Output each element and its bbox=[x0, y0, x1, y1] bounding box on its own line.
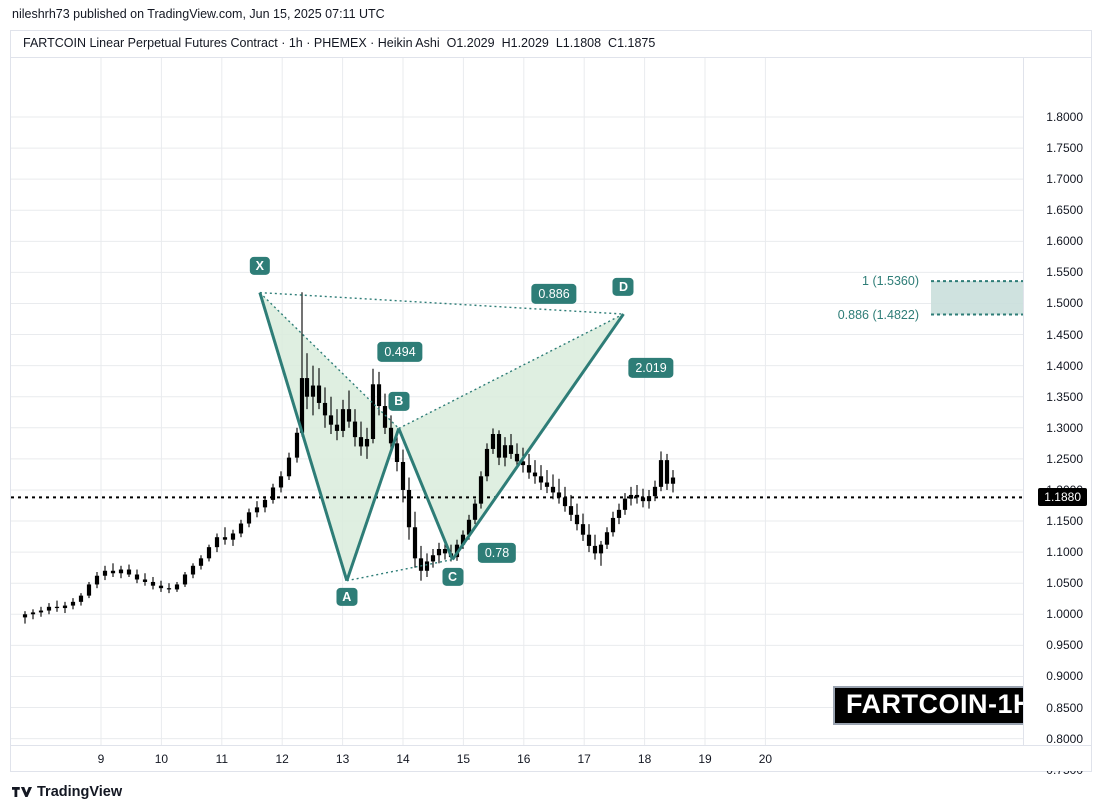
price-tick: 1.4500 bbox=[1046, 327, 1083, 342]
tradingview-brand: TradingView bbox=[37, 784, 123, 800]
time-tick: 10 bbox=[154, 752, 169, 766]
price-tick: 0.8000 bbox=[1046, 731, 1083, 746]
publish-info: nileshrh73 published on TradingView.com,… bbox=[12, 7, 385, 21]
price-tick: 1.3500 bbox=[1046, 389, 1083, 404]
price-tick: 1.0500 bbox=[1046, 576, 1083, 591]
fib-label-bcd[interactable]: 2.019 bbox=[628, 357, 674, 379]
price-tick: 1.5000 bbox=[1046, 296, 1083, 311]
legend-symbol: FARTCOIN Linear Perpetual Futures Contra… bbox=[23, 36, 278, 50]
time-tick: 12 bbox=[275, 752, 289, 766]
legend-sep-3: · bbox=[366, 36, 378, 50]
price-tick: 1.8000 bbox=[1046, 110, 1083, 124]
prz-lower-label: 0.886 (1.4822) bbox=[837, 307, 919, 322]
price-axis[interactable]: USDT 1.80001.75001.70001.65001.60001.550… bbox=[1023, 31, 1091, 777]
price-tick: 0.8500 bbox=[1046, 700, 1083, 715]
legend-exchange: PHEMEX bbox=[313, 36, 367, 50]
time-tick: 11 bbox=[215, 752, 229, 766]
legend-low: L1.1808 bbox=[555, 36, 602, 50]
pattern-point-c[interactable]: C bbox=[442, 567, 464, 586]
chart-canvas bbox=[11, 58, 1025, 747]
price-tick: 1.6000 bbox=[1046, 234, 1083, 249]
price-tick: 0.9000 bbox=[1046, 669, 1083, 684]
price-tick: 1.1500 bbox=[1046, 514, 1083, 529]
fib-label-xab[interactable]: 0.494 bbox=[377, 341, 423, 363]
legend-close: C1.1875 bbox=[608, 36, 656, 50]
time-tick: 14 bbox=[396, 752, 410, 766]
fib-label-xd[interactable]: 0.886 bbox=[531, 283, 577, 305]
pattern-point-d[interactable]: D bbox=[612, 277, 634, 297]
legend-interval: 1h bbox=[288, 36, 303, 50]
legend-sep-2: · bbox=[302, 36, 314, 50]
price-tick: 1.1000 bbox=[1046, 545, 1083, 560]
price-tick: 1.7500 bbox=[1046, 141, 1083, 156]
chart-container: FARTCOIN Linear Perpetual Futures Contra… bbox=[10, 30, 1092, 777]
pattern-point-b[interactable]: B bbox=[388, 392, 410, 411]
symbol-legend[interactable]: FARTCOIN Linear Perpetual Futures Contra… bbox=[23, 36, 655, 50]
watermark-text: FARTCOIN-1H bbox=[846, 689, 1033, 719]
price-tick: 1.7000 bbox=[1046, 172, 1083, 187]
time-tick: 15 bbox=[456, 752, 471, 766]
price-tick: 1.0000 bbox=[1046, 607, 1083, 622]
price-tick: 0.9500 bbox=[1046, 638, 1083, 653]
time-tick: 17 bbox=[577, 752, 591, 766]
price-tick: 1.4000 bbox=[1046, 358, 1083, 373]
price-tick: 1.6500 bbox=[1046, 203, 1083, 218]
price-tick: 1.2500 bbox=[1046, 451, 1083, 466]
prz-upper-label: 1 (1.5360) bbox=[862, 274, 919, 289]
price-tick: 1.5500 bbox=[1046, 265, 1083, 280]
time-tick: 19 bbox=[698, 752, 712, 766]
time-tick: 13 bbox=[335, 752, 350, 766]
time-tick: 16 bbox=[517, 752, 531, 766]
plot-area[interactable] bbox=[11, 58, 1025, 747]
pattern-point-a[interactable]: A bbox=[336, 587, 358, 606]
fib-label-ac[interactable]: 0.78 bbox=[477, 542, 517, 564]
pattern-point-x[interactable]: X bbox=[249, 256, 271, 275]
legend-chart-style: Heikin Ashi bbox=[377, 36, 440, 50]
legend-high: H1.2029 bbox=[501, 36, 549, 50]
current-price-badge: 1.1880 bbox=[1038, 488, 1087, 507]
legend-open: O1.2029 bbox=[446, 36, 495, 50]
legend-bar: FARTCOIN Linear Perpetual Futures Contra… bbox=[11, 31, 1091, 58]
legend-sep-1: · bbox=[277, 36, 289, 50]
chart-watermark: FARTCOIN-1H bbox=[833, 686, 1046, 725]
time-tick: 20 bbox=[758, 752, 773, 766]
time-axis[interactable]: 9 10 11 12 13 14 15 16 17 18 19 20 bbox=[11, 745, 1091, 771]
tradingview-footer: TradingView bbox=[12, 784, 122, 800]
time-tick: 9 bbox=[97, 752, 105, 766]
time-tick: 18 bbox=[637, 752, 652, 766]
price-tick: 1.3000 bbox=[1046, 420, 1083, 435]
tradingview-logo-icon bbox=[12, 787, 32, 797]
